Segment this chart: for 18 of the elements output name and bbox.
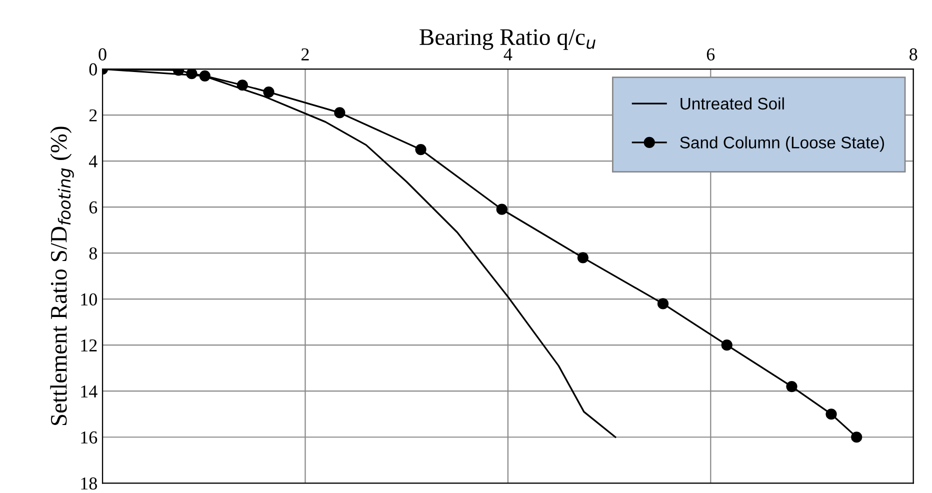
y-tick-label: 16 <box>81 431 98 444</box>
legend-label: Untreated Soil <box>680 97 784 110</box>
x-tick-label: 4 <box>504 48 512 60</box>
y-tick-label: 18 <box>81 477 97 490</box>
y-tick-label: 8 <box>89 247 97 260</box>
y-tick-label: 6 <box>89 201 98 214</box>
y-tick-label: 10 <box>81 293 97 306</box>
y-tick-label: 14 <box>81 385 98 398</box>
x-tick-label: 8 <box>910 48 918 60</box>
y-tick-label: 2 <box>89 109 97 122</box>
x-tick-label: 2 <box>302 48 309 60</box>
x-tick-label: 6 <box>706 48 715 60</box>
y-axis-title: Settlement Ratio S/D$_{footing}$ (%) <box>50 126 74 426</box>
legend-label: Sand Column (Loose State) <box>680 136 884 152</box>
y-tick-label: 4 <box>88 155 98 168</box>
x-tick-label: 0 <box>98 48 106 60</box>
y-tick-label: 0 <box>89 63 97 76</box>
y-tick-label: 12 <box>81 339 97 352</box>
